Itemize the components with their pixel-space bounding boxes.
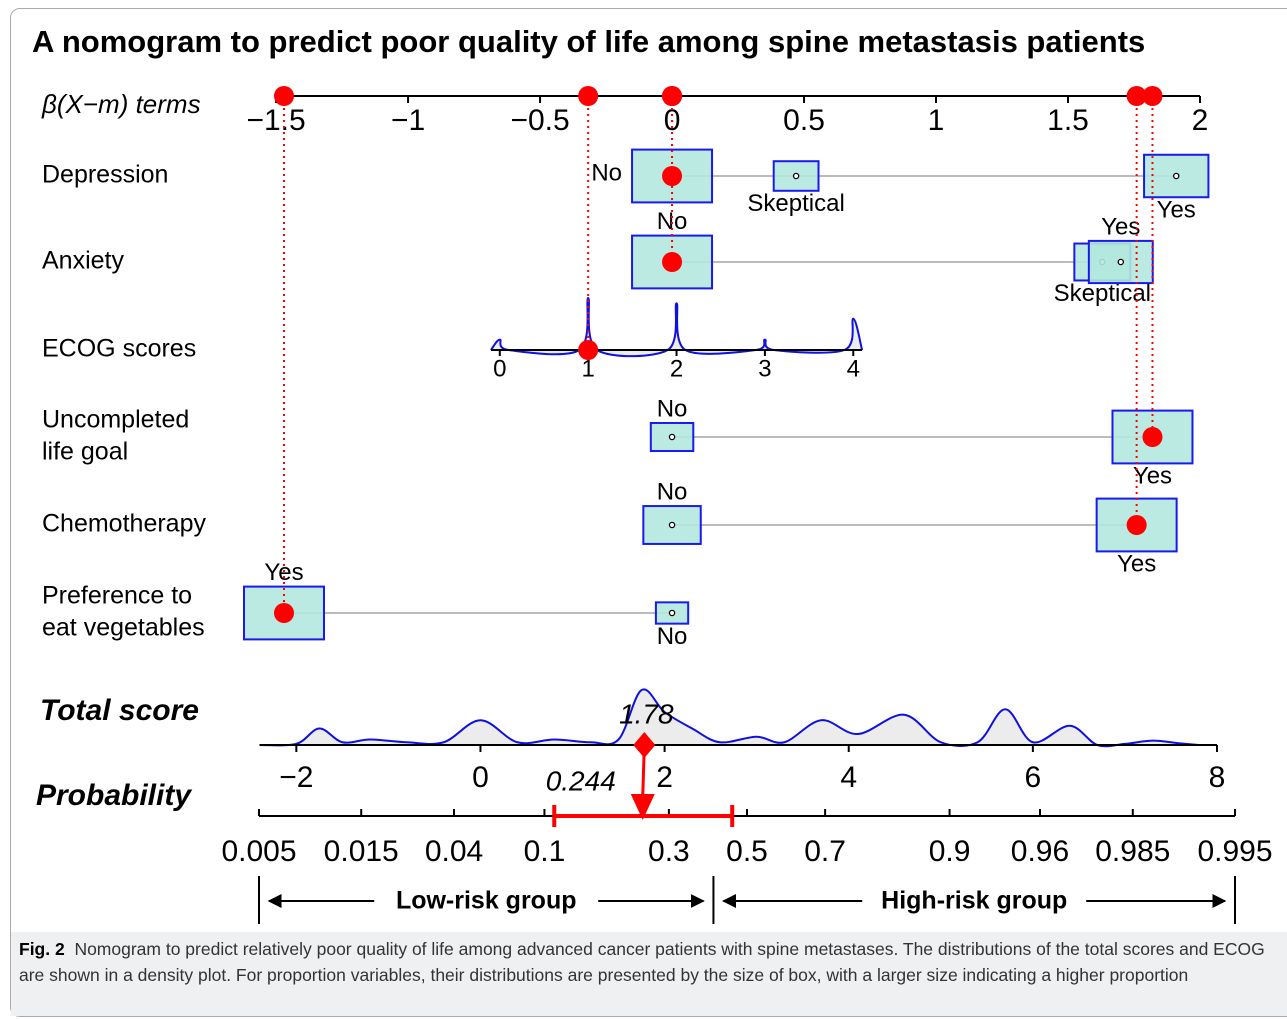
level-label: Yes [1157,197,1196,224]
x-tick-label: 0.5 [726,835,768,868]
level-center [792,172,800,180]
level-label: No [657,623,688,650]
level-label: Skeptical [747,190,844,217]
axis-label: Total score [40,694,199,727]
x-tick-label: 0.96 [1011,835,1069,868]
score-value: 1.78 [619,698,674,729]
beta-point [1142,86,1163,106]
x-tick-label: 0 [472,761,489,794]
selected-point [662,166,683,186]
level-label: Yes [1101,213,1140,240]
level-box [1095,497,1178,553]
selected-point [1126,515,1147,535]
x-tick-label: −1 [391,104,425,137]
x-tick-label: 2 [656,761,673,794]
beta-point [274,86,294,106]
level-label: Yes [1133,463,1172,490]
level-label: No [591,159,622,186]
x-tick-label: 4 [840,761,857,794]
variable-label: life goal [42,438,128,466]
axis-label: β(X−m) terms [41,89,201,119]
level-center [1172,172,1180,180]
x-tick-label: 2 [670,355,683,382]
level-label: No [657,395,688,422]
level-center [668,609,676,617]
x-tick-label: −2 [279,761,313,794]
variable-label: Chemotherapy [42,510,206,538]
x-tick-label: 0.5 [783,104,825,137]
x-tick-label: 0.04 [425,835,483,868]
variable-label: Preference to [42,582,192,610]
x-tick-label: 0.1 [524,835,566,868]
level-label: No [657,208,688,235]
level-center [668,433,676,441]
group-label: High-risk group [881,887,1067,915]
x-tick-label: 1 [928,104,945,137]
x-tick-label: 0.9 [929,835,971,868]
x-tick-label: 0.985 [1095,835,1170,868]
x-tick-label: 0.995 [1197,835,1272,868]
probability-value: 0.244 [546,765,616,796]
x-tick-label: 2 [1192,104,1209,137]
density-curve-area [259,689,1199,747]
selected-point [1142,427,1163,447]
axis-label: Probability [36,779,192,812]
beta-point [662,86,683,106]
selected-point [578,340,599,360]
level-label: Yes [264,559,303,586]
variable-label: eat vegetables [42,614,205,642]
x-tick-label: −0.5 [510,104,569,137]
density-curve [259,688,1199,748]
probability-marker [630,794,655,820]
level-label: Skeptical [1054,280,1151,307]
x-tick-label: 4 [847,355,860,382]
chart: A nomogram to predict poor quality of li… [32,24,1273,924]
caption-text: Nomogram to predict relatively poor qual… [19,939,1265,985]
x-tick-label: 0.7 [804,835,846,868]
caption-label: Fig. 2 [19,939,65,959]
selected-point [274,603,294,623]
level-center [1117,258,1125,266]
x-tick-label: 0.3 [648,835,690,868]
variable-label: Uncompleted [42,406,189,434]
x-tick-label: 8 [1209,761,1226,794]
caption: Fig. 2 Nomogram to predict relatively po… [11,932,1287,1016]
score-marker [633,732,656,758]
level-label: No [657,478,688,505]
figure-frame [10,8,1287,1017]
level-center [668,521,676,529]
x-tick-label: −1.5 [246,104,305,137]
variable-label: Anxiety [42,247,124,275]
level-box [772,160,820,192]
group-label: Low-risk group [396,887,577,915]
x-tick-label: 1 [581,355,594,382]
beta-point [1126,86,1147,106]
x-tick-label: 0.005 [221,835,296,868]
density-curve [490,296,864,358]
chart-title: A nomogram to predict poor quality of li… [32,24,1145,59]
x-tick-label: 3 [758,355,771,382]
variable-label: Depression [42,161,168,189]
x-tick-label: 6 [1025,761,1042,794]
selected-point [662,252,683,272]
x-tick-label: 1.5 [1047,104,1089,137]
x-tick-label: 0.015 [324,835,399,868]
x-tick-label: 0 [493,355,506,382]
level-label: Yes [1117,551,1156,578]
beta-point [578,86,599,106]
variable-label: ECOG scores [42,335,196,363]
